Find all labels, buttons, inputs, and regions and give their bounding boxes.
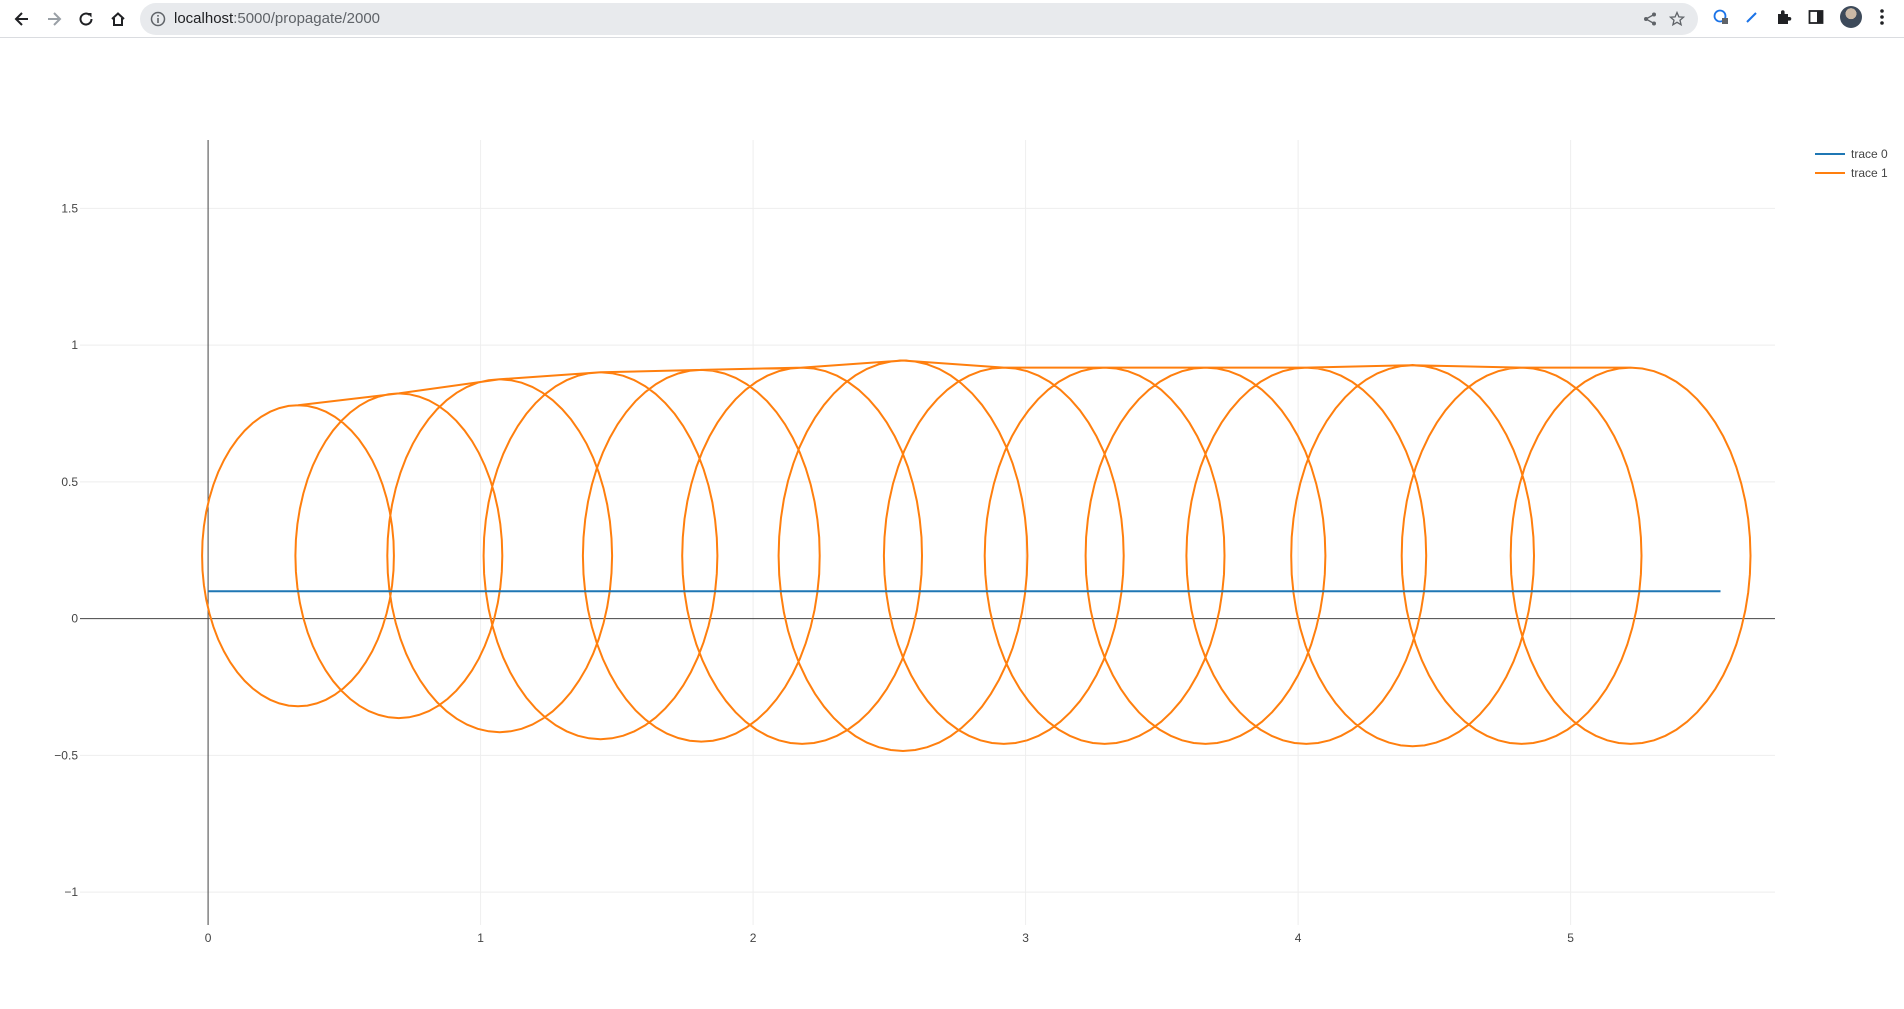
url-text[interactable]: localhost:5000/propagate/2000 [174,11,380,27]
y-tick-label: 1 [71,338,78,352]
address-bar[interactable]: localhost:5000/propagate/2000 [140,3,1698,35]
y-tick-label: 0.5 [61,475,78,489]
pen-extension-icon[interactable] [1742,7,1762,27]
forward-button[interactable] [40,5,68,33]
x-tick-label: 0 [205,931,212,945]
star-icon[interactable] [1667,9,1687,29]
legend-label-0[interactable]: trace 0 [1851,147,1888,161]
url-path: :5000/propagate/2000 [233,10,381,27]
kebab-menu-icon[interactable] [1872,7,1892,27]
reload-icon [79,12,93,26]
share-icon[interactable] [1640,9,1660,29]
reload-button[interactable] [72,5,100,33]
side-panel-icon[interactable] [1806,7,1826,27]
x-tick-label: 4 [1295,931,1302,945]
x-tick-label: 1 [477,931,484,945]
x-tick-label: 5 [1567,931,1574,945]
home-button[interactable] [104,5,132,33]
y-tick-label: 1.5 [61,201,78,215]
back-icon [14,12,28,26]
url-host: localhost [174,10,234,27]
plot-area: 0 1 2 3 4 5 1.5 1 0.5 0 −0.5 −1 trace 0 trace 1 [0,38,1904,1004]
profile-avatar[interactable] [1840,6,1862,28]
legend-label-1[interactable]: trace 1 [1851,166,1888,180]
x-tick-label: 3 [1022,931,1029,945]
info-icon[interactable] [150,11,166,27]
back-button[interactable] [8,5,36,33]
forward-icon [48,12,62,26]
y-tick-label: −0.5 [54,748,78,762]
browser-toolbar: localhost:5000/propagate/2000 [0,0,1904,38]
extension-puzzle-icon[interactable] [1774,7,1794,27]
home-icon [111,12,125,26]
series-trace-1-line [201,359,1752,753]
extension-1-icon[interactable] [1711,7,1731,27]
line-chart: 0 1 2 3 4 5 1.5 1 0.5 0 −0.5 −1 trace 0 trace 1 [54,140,1888,945]
y-tick-label: 0 [71,612,78,626]
x-tick-label: 2 [750,931,757,945]
y-tick-label: −1 [64,885,78,899]
